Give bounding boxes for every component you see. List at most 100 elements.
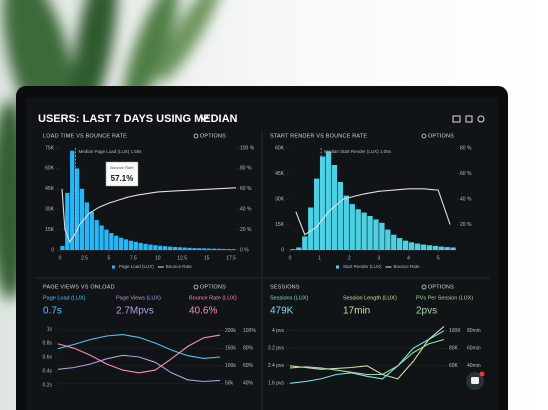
histogram-bar — [70, 150, 75, 250]
options-button[interactable]: OPTIONS — [428, 284, 454, 290]
histogram-bar — [211, 248, 217, 250]
y2-tick-label: 20 % — [240, 227, 252, 233]
median-annotation: Median Page Load (LUX) 1.58s — [78, 149, 142, 154]
metric-label: PVs Per Session (LUX) — [416, 295, 473, 301]
y-tick-label: 30K — [45, 207, 55, 213]
metric-value: 40.6% — [189, 306, 217, 317]
x-tick-label: 5 — [107, 255, 110, 261]
histogram-bar — [187, 247, 192, 250]
histogram-bar — [60, 245, 65, 250]
histogram-bar — [206, 248, 212, 250]
histogram-bar — [444, 247, 450, 250]
y3-tick-label: 200k — [225, 328, 236, 334]
legend-label: Page Load (LUX) — [119, 264, 154, 269]
options-icon — [421, 133, 427, 139]
histogram-bar — [331, 165, 338, 250]
x-tick-label: 3 — [378, 255, 381, 261]
histogram-bar — [343, 195, 349, 250]
y-tick-label: 0.6s — [43, 354, 53, 360]
x-tick-label: 0 — [289, 255, 292, 261]
histogram-bar — [133, 241, 138, 250]
tooltip-text: 57.1% — [111, 174, 134, 183]
panel: SESSIONS OPTIONS 1.6 pvs 2.4 pvs 3.2 pvs 4 pv… — [268, 284, 481, 386]
options-button[interactable]: OPTIONS — [428, 133, 454, 139]
histogram-bar — [325, 151, 332, 250]
legend-label: Start Render (LUX) — [343, 264, 382, 269]
histogram-bar — [177, 247, 182, 250]
metric-label: Page Views (LUX) — [116, 295, 161, 301]
legend-label: Bounce Rate — [394, 264, 421, 269]
histogram-bar — [94, 220, 99, 250]
y2-tick-label: 80 % — [240, 166, 252, 172]
x-tick-label: 5 — [437, 255, 440, 261]
y-tick-label: 60K — [45, 166, 55, 172]
y2-tick-label: 20 % — [460, 222, 472, 228]
histogram-bar — [432, 245, 438, 250]
y2-tick-label: 60% — [243, 363, 254, 369]
histogram-bar — [302, 236, 308, 250]
y3-tick-label: 100k — [225, 363, 236, 369]
x-tick-label: 0 — [59, 255, 62, 261]
x-tick-label: 12.5 — [177, 255, 187, 261]
tooltip-title: Bounce Rate — [110, 165, 134, 170]
histogram-bar — [296, 247, 302, 250]
metric-value: 0.7s — [43, 306, 62, 317]
tooltip-box — [105, 161, 139, 187]
histogram-bar — [192, 248, 197, 250]
y2-tick-label: 60 % — [240, 186, 252, 192]
histogram-bar — [319, 156, 326, 250]
x-tick-label: 15 — [204, 255, 210, 261]
histogram-bar — [109, 233, 114, 250]
histogram-bar — [402, 240, 409, 250]
metric-value: 2.7Mpvs — [116, 306, 154, 317]
panel-title: SESSIONS — [270, 284, 300, 290]
panel: START RENDER VS BOUNCE RATE OPTIONS015K30… — [270, 133, 472, 269]
y2-tick-label: 40min — [467, 363, 481, 369]
series-line — [57, 354, 221, 383]
histogram-bar — [172, 247, 178, 250]
histogram-bar — [231, 249, 236, 250]
histogram-bar — [438, 246, 444, 250]
y-tick-label: 45K — [275, 171, 285, 177]
x-tick-label: 1 — [318, 255, 321, 261]
histogram-bar — [89, 211, 94, 250]
series-line — [57, 334, 221, 374]
x-tick-label: 2 — [348, 255, 351, 261]
y2-tick-label: 80min — [467, 328, 481, 334]
y3-tick-label: 150k — [225, 346, 236, 352]
y2-tick-label: 100 % — [240, 145, 255, 151]
y-tick-label: 3.2 pvs — [268, 346, 285, 352]
options-button[interactable]: OPTIONS — [200, 284, 226, 290]
histogram-bar — [167, 246, 173, 250]
metric-label: Page Load (LUX) — [43, 295, 86, 301]
histogram-bar — [397, 238, 403, 250]
histogram-bar — [197, 248, 202, 250]
y2-tick-label: 80 % — [460, 145, 472, 151]
y3-tick-label: 60K — [449, 363, 459, 369]
toolbar-icons — [452, 115, 485, 123]
histogram-bar — [420, 244, 427, 250]
x-tick-label: 7.5 — [130, 255, 137, 261]
options-icon — [193, 284, 199, 290]
y3-tick-label: 100K — [449, 328, 461, 334]
chat-icon — [471, 377, 479, 384]
x-tick-label: 10 — [155, 255, 161, 261]
y-tick-label: 60K — [275, 145, 285, 151]
y2-tick-label: 60 % — [460, 171, 472, 177]
series-line — [289, 330, 445, 384]
options-button[interactable]: OPTIONS — [200, 133, 226, 139]
histogram-bar — [148, 244, 153, 250]
y2-tick-label: 0 % — [240, 247, 249, 253]
median-annotation: Median Start Render (LUX) 1.05s — [324, 149, 392, 154]
y-tick-label: 0.8s — [43, 340, 53, 346]
y-tick-label: 2.4 pvs — [268, 363, 285, 369]
histogram-bar — [290, 249, 296, 250]
histogram-bar — [361, 212, 367, 250]
histogram-bar — [153, 245, 158, 250]
histogram-bar — [118, 237, 124, 250]
y2-tick-label: 60min — [467, 346, 481, 352]
histogram-bar — [226, 249, 231, 250]
y2-tick-label: 40 % — [460, 196, 472, 202]
histogram-bar — [221, 248, 226, 250]
legend-swatch — [336, 265, 339, 269]
